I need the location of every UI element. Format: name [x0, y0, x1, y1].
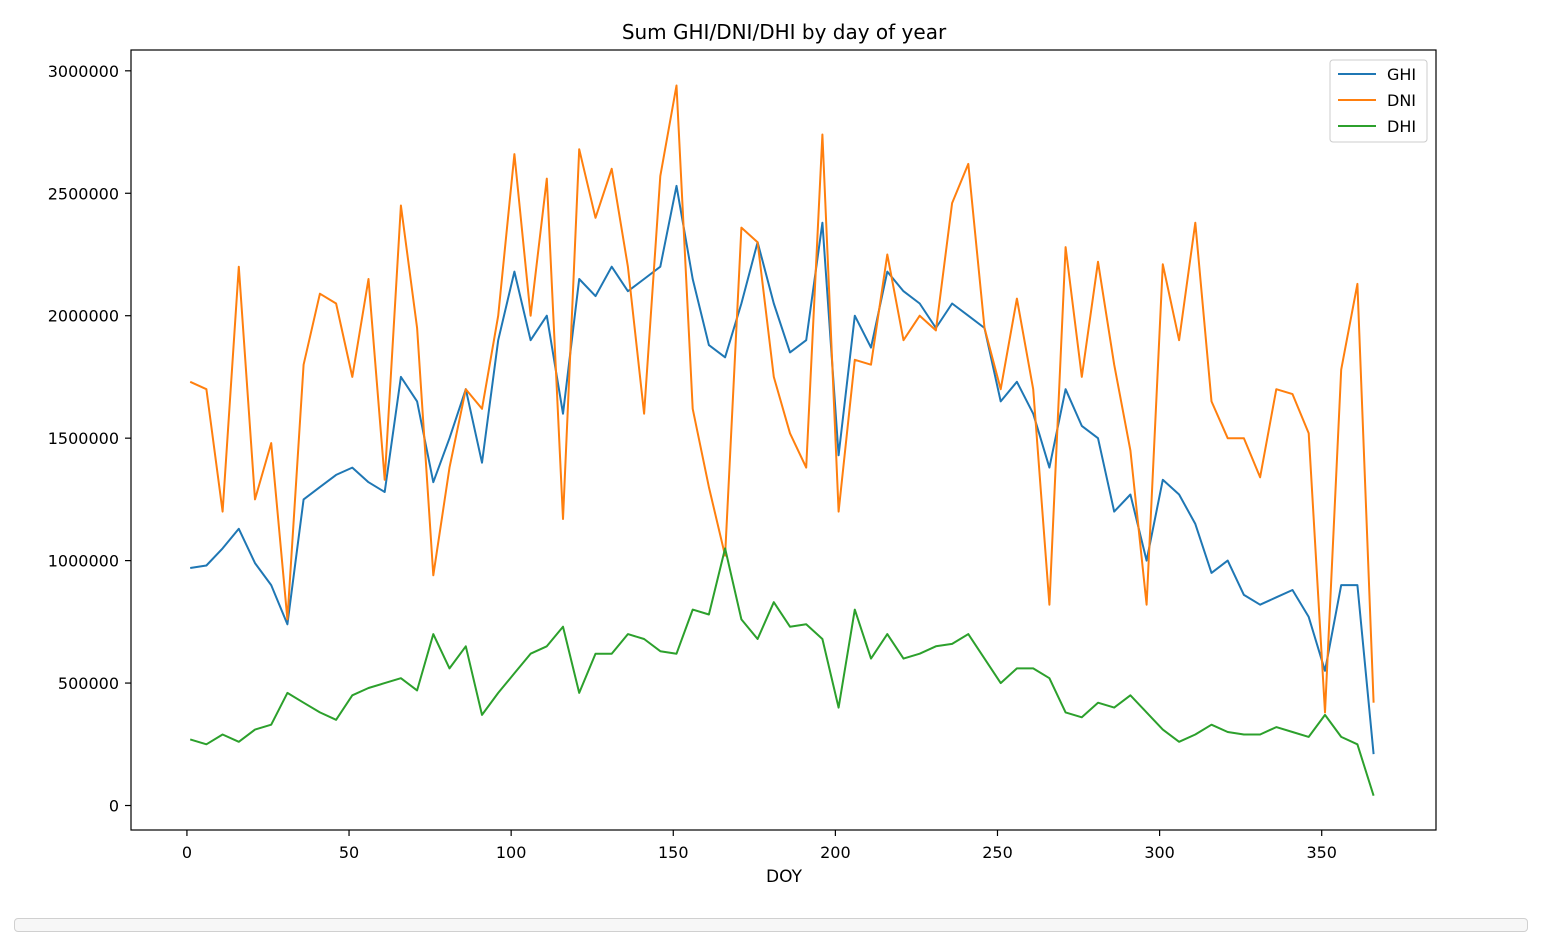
- legend-label-dni: DNI: [1387, 91, 1416, 110]
- x-tick-label: 350: [1306, 843, 1337, 862]
- bottom-scroll-edge: [14, 918, 1528, 932]
- y-tick-label: 1000000: [48, 552, 119, 571]
- x-axis-ticks: 0 50 100 150 200 250 300 350: [182, 830, 1337, 862]
- legend-box: [1329, 59, 1428, 143]
- series-line-dhi: [189, 547, 1375, 797]
- y-tick-label: 2000000: [48, 307, 119, 326]
- y-tick-label: 2500000: [48, 184, 119, 203]
- x-tick-label: 150: [658, 843, 689, 862]
- x-axis-label: DOY: [766, 867, 803, 887]
- legend-label-dhi: DHI: [1387, 117, 1416, 136]
- series-line-dni: [189, 84, 1375, 714]
- plot-frame: [130, 49, 1437, 831]
- x-tick-label: 200: [820, 843, 851, 862]
- x-tick-label: 300: [1144, 843, 1175, 862]
- y-tick-label: 0: [109, 797, 119, 816]
- legend: GHI DNI DHI: [1329, 59, 1428, 143]
- y-tick-label: 3000000: [48, 62, 119, 81]
- y-tick-label: 1500000: [48, 429, 119, 448]
- y-axis-ticks: 0 500000 1000000 1500000 2000000 2500000 30000…: [48, 62, 131, 816]
- series-layer: [189, 84, 1375, 797]
- x-tick-label: 100: [496, 843, 527, 862]
- series-line-ghi: [190, 184, 1375, 755]
- legend-label-ghi: GHI: [1387, 65, 1416, 84]
- x-tick-label: 0: [182, 843, 192, 862]
- x-tick-label: 50: [339, 843, 359, 862]
- x-tick-label: 250: [982, 843, 1013, 862]
- y-tick-label: 500000: [58, 674, 119, 693]
- chart-title: Sum GHI/DNI/DHI by day of year: [622, 20, 947, 44]
